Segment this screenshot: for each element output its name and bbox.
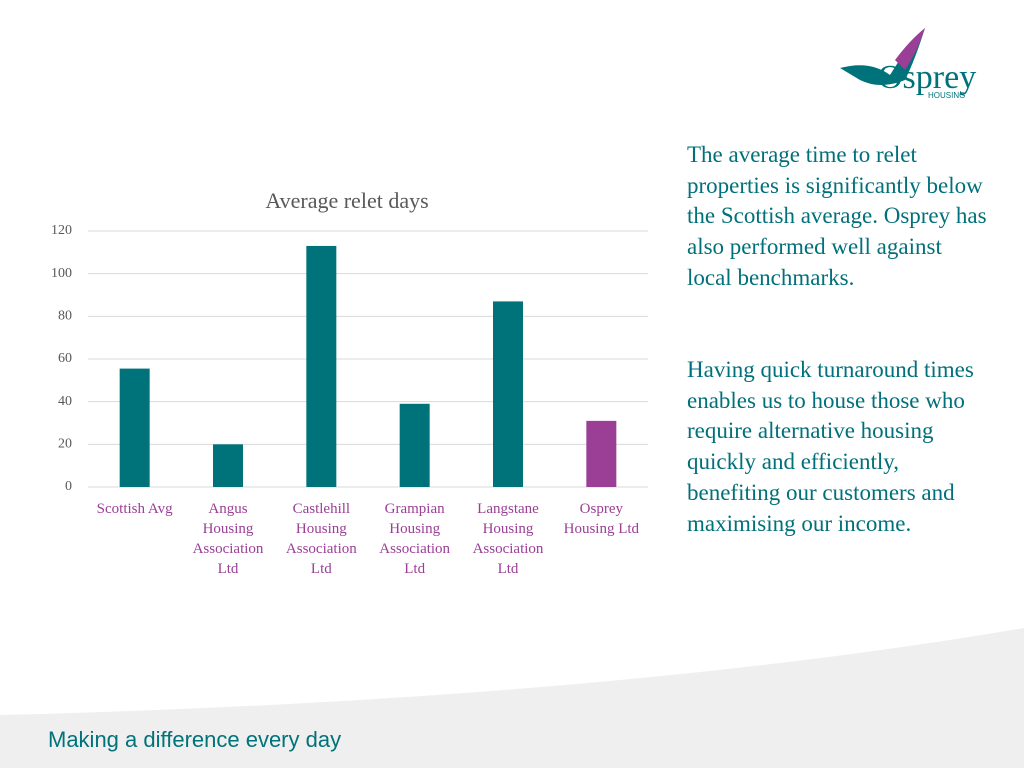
y-tick-label: 60 xyxy=(58,351,72,366)
footer-band xyxy=(0,628,1024,768)
logo-bird xyxy=(840,28,925,85)
x-tick-label: Osprey Housing Ltd xyxy=(563,501,640,537)
x-tick-label: Grampian Housing Association Ltd xyxy=(379,501,451,577)
y-tick-label: 40 xyxy=(58,394,72,409)
bar xyxy=(586,420,617,487)
logo-name: Osprey xyxy=(878,59,976,96)
bar xyxy=(119,368,150,487)
x-tick-label: Scottish Avg xyxy=(96,501,173,517)
logo-sub: HOUSING xyxy=(928,91,965,100)
y-tick-label: 0 xyxy=(65,479,72,494)
paragraph: Having quick turnaround times enables us… xyxy=(687,357,974,536)
bar xyxy=(213,444,243,487)
x-tick-label: Langstane Housing Association Ltd xyxy=(472,501,544,577)
y-tick-label: 80 xyxy=(58,309,72,324)
x-tick-label: Angus Housing Association Ltd xyxy=(192,501,264,577)
bar xyxy=(306,245,337,487)
x-tick-label: Castlehill Housing Association Ltd xyxy=(285,501,357,577)
chart-title: Average relet days xyxy=(265,188,428,213)
y-tick-label: 120 xyxy=(51,223,72,238)
footer-text: Making a difference every day xyxy=(48,727,341,752)
bar xyxy=(493,301,523,487)
logo-wing xyxy=(895,28,925,70)
paragraph: The average time to relet properties is … xyxy=(687,142,987,290)
y-tick-label: 100 xyxy=(51,266,72,281)
y-tick-label: 20 xyxy=(58,437,72,452)
bar xyxy=(399,403,430,487)
